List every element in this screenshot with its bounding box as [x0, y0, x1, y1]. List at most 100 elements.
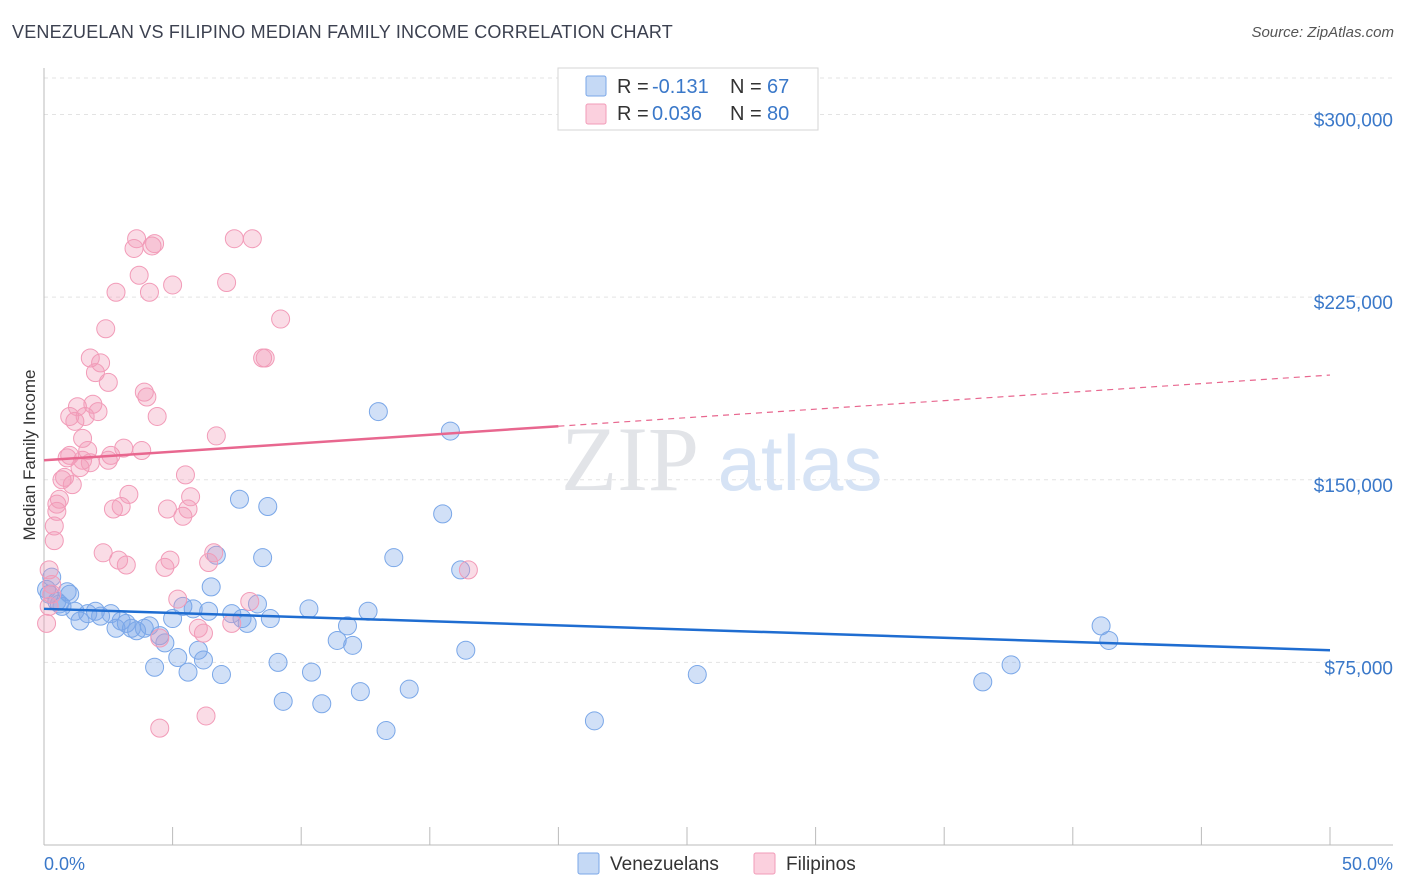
filipino-point — [98, 372, 118, 392]
legend-swatch-venezuelans — [585, 75, 607, 97]
filipino-point — [157, 499, 177, 519]
venezuelan-point — [145, 657, 165, 677]
filipino-point — [175, 465, 195, 485]
axes — [43, 68, 1393, 846]
venezuelan-point — [350, 682, 370, 702]
venezuelan-point — [101, 604, 121, 624]
filipino-point — [39, 560, 59, 580]
filipino-point — [116, 555, 136, 575]
stats-legend: R = -0.131 N = 67 R = 0.036 N = 80 — [557, 67, 819, 131]
filipino-point — [75, 406, 95, 426]
venezuelan-point — [687, 665, 707, 685]
venezuelan-point — [253, 548, 273, 568]
filipino-point — [91, 353, 111, 373]
trend-line-solid-1 — [43, 424, 559, 462]
venezuelan-point — [343, 635, 363, 655]
venezuelan-point — [268, 652, 288, 672]
y-tick-label: $225,000 — [1314, 293, 1393, 314]
filipino-point — [37, 613, 57, 633]
venezuelan-point — [178, 662, 198, 682]
filipino-point — [73, 450, 93, 470]
venezuelan-point — [247, 594, 267, 614]
filipino-point — [178, 499, 198, 519]
filipino-point — [88, 402, 108, 422]
venezuelan-point — [199, 601, 219, 621]
filipino-point — [181, 487, 201, 507]
filipino-point — [44, 531, 64, 551]
filipino-point — [217, 273, 237, 293]
trend-lines — [43, 374, 1331, 652]
legend-n-value-ven: 67 — [767, 76, 789, 98]
venezuelan-point — [260, 609, 280, 629]
venezuelan-point — [188, 640, 208, 660]
venezuelan-point — [206, 545, 226, 565]
filipino-point — [47, 494, 67, 514]
source-label: Source: ZipAtlas.com — [1251, 24, 1394, 41]
filipino-point — [119, 484, 139, 504]
venezuelan-point — [433, 504, 453, 524]
y-tick-label: $150,000 — [1314, 476, 1393, 497]
filipino-point — [458, 560, 478, 580]
y-axis-label: Median Family Income — [20, 369, 39, 540]
y-tick-labels: $75,000 $150,000 $225,000 $300,000 — [1314, 111, 1393, 680]
watermark: ZIP atlas — [561, 408, 882, 510]
filipino-point — [199, 553, 219, 573]
venezuelan-point — [229, 489, 249, 509]
venezuelan-point — [440, 421, 460, 441]
filipino-point — [206, 426, 226, 446]
filipino-point — [103, 499, 123, 519]
legend-r-label-fil: R = — [617, 103, 649, 125]
legend-n-label-fil: N = — [730, 103, 762, 125]
filipino-point — [160, 550, 180, 570]
filipino-point — [240, 592, 260, 612]
filipino-point — [47, 501, 67, 521]
venezuelan-point — [399, 679, 419, 699]
filipino-point — [52, 470, 72, 490]
venezuelan-point — [312, 694, 332, 714]
venezuelan-point — [337, 616, 357, 636]
venezuelan-point — [134, 618, 154, 638]
filipino-point — [271, 309, 291, 329]
legend-r-value-fil: 0.036 — [652, 103, 702, 125]
trend-line-dashed-1 — [558, 374, 1331, 427]
filipino-point — [147, 406, 167, 426]
filipino-point — [42, 584, 62, 604]
legend-n-label-ven: N = — [730, 76, 762, 98]
venezuelan-points — [37, 402, 1119, 741]
filipino-point — [111, 497, 131, 517]
bottom-legend-swatch-venezuelans — [577, 852, 600, 875]
venezuelan-point — [201, 577, 221, 597]
filipino-point — [137, 387, 157, 407]
watermark-atlas: atlas — [718, 419, 883, 507]
filipino-point — [73, 428, 93, 448]
filipino-point — [127, 229, 147, 249]
venezuelan-point — [384, 548, 404, 568]
venezuelan-point — [584, 711, 604, 731]
venezuelan-point — [1001, 655, 1021, 675]
venezuelan-point — [139, 616, 159, 636]
filipino-point — [150, 628, 170, 648]
venezuelan-point — [299, 599, 319, 619]
venezuelan-point — [1091, 616, 1111, 636]
bottom-legend-filipinos: Filipinos — [786, 854, 856, 875]
trend-line-0 — [43, 607, 1331, 652]
venezuelan-point — [456, 640, 476, 660]
filipino-point — [62, 475, 82, 495]
y-tick-label: $75,000 — [1324, 658, 1393, 679]
filipino-point — [80, 348, 100, 368]
filipino-point — [49, 489, 69, 509]
x-tick-label-min: 0.0% — [44, 854, 85, 874]
venezuelan-point — [211, 665, 231, 685]
venezuelan-point — [376, 721, 396, 741]
filipino-point — [78, 441, 98, 461]
filipino-point — [145, 234, 165, 254]
filipino-point — [255, 348, 275, 368]
series-legend: Venezuelans Filipinos — [577, 852, 856, 875]
filipino-point — [224, 229, 244, 249]
venezuelan-point — [451, 560, 471, 580]
filipino-point — [193, 623, 213, 643]
legend-n-value-fil: 80 — [767, 103, 789, 125]
venezuelan-point — [358, 601, 378, 621]
filipino-point — [242, 229, 262, 249]
